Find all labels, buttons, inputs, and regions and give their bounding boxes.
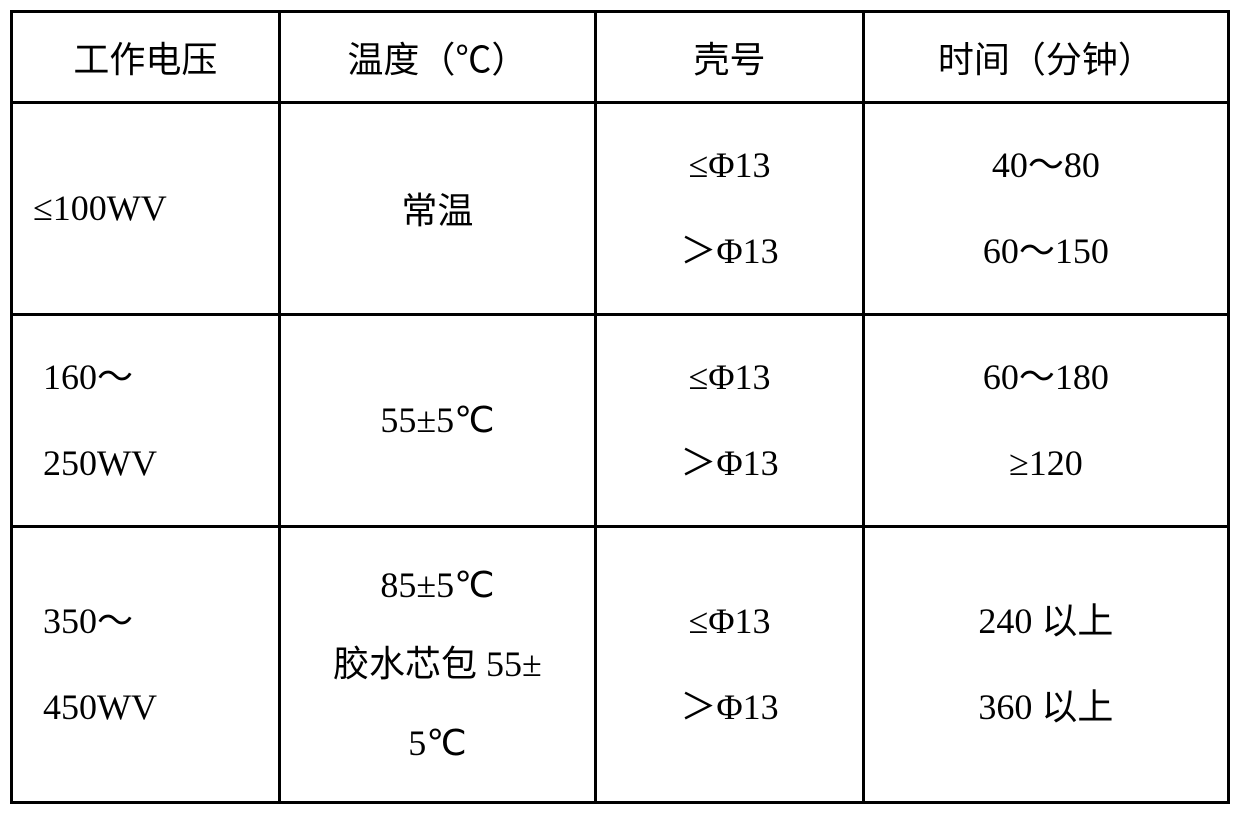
cell-time-1-2: ≥120 [873,420,1219,506]
cell-voltage-2-2: 450WV [43,664,270,750]
cell-shell-1-1: ≤Φ13 [605,334,854,420]
cell-shell-1-2: ＞Φ13 [605,420,854,506]
cell-time-1-1: 60～180 [873,334,1219,420]
header-voltage: 工作电压 [12,12,280,103]
cell-shell-2-1: ≤Φ13 [605,578,854,664]
table-row: ≤100WV 常温 ≤Φ13 ＞Φ13 40～80 60～150 [12,103,1229,315]
cell-temperature-1: 55±5℃ [279,314,595,526]
cell-temperature-2-1: 85±5℃ [289,546,586,625]
spec-table-container: 工作电压 温度（℃） 壳号 时间（分钟） ≤100WV 常温 ≤Φ13 ＞Φ13… [10,10,1230,804]
cell-time-2-1: 240 以上 [873,578,1219,664]
spec-table: 工作电压 温度（℃） 壳号 时间（分钟） ≤100WV 常温 ≤Φ13 ＞Φ13… [10,10,1230,804]
cell-voltage-2-1: 350～ [43,578,270,664]
cell-voltage-1-1: 160～ [43,334,270,420]
cell-time-1: 60～180 ≥120 [863,314,1228,526]
table-row: 350～ 450WV 85±5℃ 胶水芯包 55± 5℃ ≤Φ13 ＞Φ13 2… [12,526,1229,803]
cell-time-0-1: 40～80 [873,122,1219,208]
cell-time-0: 40～80 60～150 [863,103,1228,315]
cell-shell-1: ≤Φ13 ＞Φ13 [596,314,864,526]
cell-shell-2: ≤Φ13 ＞Φ13 [596,526,864,803]
cell-temperature-2-2: 胶水芯包 55± [289,625,586,704]
header-time: 时间（分钟） [863,12,1228,103]
table-header-row: 工作电压 温度（℃） 壳号 时间（分钟） [12,12,1229,103]
cell-temperature-2: 85±5℃ 胶水芯包 55± 5℃ [279,526,595,803]
cell-voltage-1: 160～ 250WV [12,314,280,526]
cell-time-2: 240 以上 360 以上 [863,526,1228,803]
cell-voltage-1-2: 250WV [43,420,270,506]
cell-temperature-0: 常温 [279,103,595,315]
cell-voltage-0: ≤100WV [12,103,280,315]
table-row: 160～ 250WV 55±5℃ ≤Φ13 ＞Φ13 60～180 ≥120 [12,314,1229,526]
header-shell: 壳号 [596,12,864,103]
cell-time-2-2: 360 以上 [873,664,1219,750]
cell-voltage-2: 350～ 450WV [12,526,280,803]
cell-temperature-2-3: 5℃ [289,704,586,783]
cell-shell-0-1: ≤Φ13 [605,122,854,208]
cell-shell-0-2: ＞Φ13 [605,208,854,294]
header-temperature: 温度（℃） [279,12,595,103]
cell-shell-0: ≤Φ13 ＞Φ13 [596,103,864,315]
cell-time-0-2: 60～150 [873,208,1219,294]
cell-shell-2-2: ＞Φ13 [605,664,854,750]
